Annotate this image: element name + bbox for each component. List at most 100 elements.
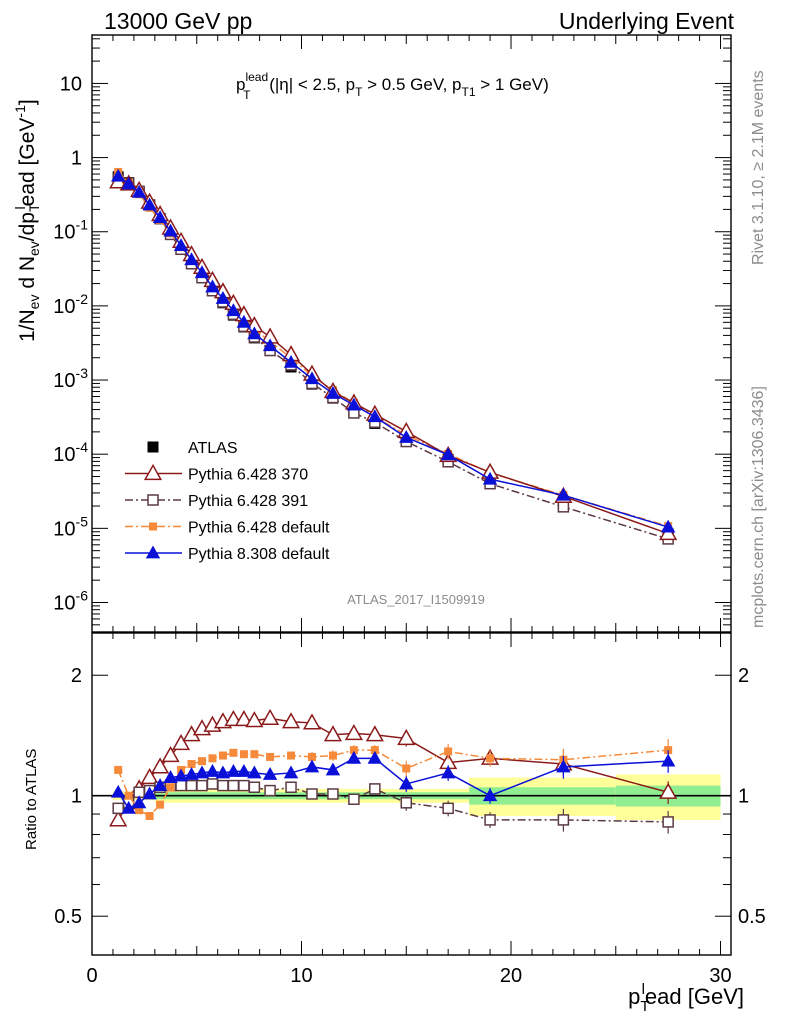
- main-point-pythia-8-308-default: [163, 223, 178, 237]
- ratio-point-pythia-6-428-391: [369, 783, 381, 795]
- ratio-point-pythia-6-428-391: [264, 784, 276, 797]
- y-tick-label: 1: [71, 148, 82, 170]
- y-tick-label: 10: [60, 73, 82, 95]
- rivet-version-text: Rivet 3.1.10, ≥ 2.1M events: [750, 70, 767, 265]
- ratio-point-pythia-8-308-default: [325, 762, 341, 776]
- ratio-point-pythia-6-428-default: [218, 751, 227, 760]
- ratio-point-pythia-6-428-391: [206, 778, 219, 790]
- legend-marker-atlas: [147, 441, 159, 453]
- main-point-pythia-8-308-default: [660, 519, 676, 533]
- ratio-point-pythia-6-428-370: [109, 810, 128, 827]
- main-y-axis-label: 1/Nev d Nev/dpTlead [GeV-1]: [12, 99, 42, 342]
- ratio-point-pythia-6-428-370: [261, 708, 280, 726]
- ratio-point-pythia-8-308-default: [215, 765, 231, 779]
- main-point-pythia-8-308-default: [142, 197, 157, 211]
- legend-marker-pythia-6-428-391: [147, 494, 159, 506]
- ratio-point-pythia-6-428-default: [156, 800, 165, 809]
- ratio-point-pythia-6-428-391: [196, 779, 208, 792]
- ratio-point-pythia-6-428-default: [307, 752, 316, 761]
- header-left: 13000 GeV pp: [104, 8, 252, 34]
- legend-label-pythia-6-428-391: Pythia 6.428 391: [188, 493, 308, 510]
- main-point-pythia-8-308-default: [194, 265, 210, 279]
- ratio-point-pythia-6-428-default: [664, 746, 673, 755]
- main-point-pythia-8-308-default: [184, 252, 199, 266]
- ratio-point-pythia-8-308-default: [346, 750, 362, 764]
- ratio-y-tick-label: 1: [71, 786, 82, 808]
- ratio-point-pythia-6-428-391: [227, 779, 240, 792]
- ratio-point-pythia-6-428-370: [171, 733, 191, 751]
- y-tick-label: 10-4: [53, 439, 88, 466]
- ratio-point-pythia-6-428-391: [557, 814, 570, 826]
- ratio-point-pythia-6-428-391: [400, 797, 413, 809]
- legend-label-pythia-6-428-default: Pythia 6.428 default: [188, 520, 330, 537]
- ratio-point-pythia-6-428-default: [114, 765, 123, 774]
- legend-marker-pythia-6-428-370: [143, 463, 163, 481]
- ratio-point-pythia-6-428-370: [281, 712, 301, 729]
- main-line-pythia-6-428-391: [117, 178, 669, 540]
- ratio-point-pythia-8-308-default: [556, 759, 571, 773]
- ratio-point-pythia-6-428-370: [659, 782, 678, 799]
- ratio-point-pythia-8-308-default: [226, 763, 241, 777]
- ratio-point-pythia-8-308-default: [236, 763, 252, 777]
- x-tick-label: 10: [290, 965, 312, 987]
- ratio-y-tick-label-right: 2: [738, 665, 749, 687]
- ratio-point-pythia-6-428-391: [248, 781, 261, 793]
- ratio-point-pythia-8-308-default: [283, 765, 299, 779]
- ratio-y-axis-label: Ratio to ATLAS: [23, 749, 40, 850]
- ratio-point-pythia-6-428-default: [229, 748, 238, 757]
- x-tick-label: 0: [86, 965, 97, 987]
- ratio-point-pythia-6-428-391: [442, 802, 454, 815]
- x-tick-label: 20: [500, 965, 522, 987]
- main-point-pythia-8-308-default: [205, 279, 220, 293]
- axes-ticks: 0 10 20 30 10-6 10-5 10-4 10-3 10-2 10-1 1 10 0.5 0.5…: [53, 35, 766, 987]
- ratio-point-pythia-6-428-default: [287, 751, 296, 760]
- y-tick-label: 10-6: [53, 587, 88, 614]
- ratio-point-pythia-6-428-391: [348, 793, 360, 805]
- main-point-pythia-8-308-default: [131, 184, 147, 198]
- main-point-pythia-8-308-default: [236, 314, 252, 328]
- ratio-point-pythia-6-428-default: [187, 760, 196, 769]
- ratio-point-pythia-8-308-default: [304, 759, 320, 773]
- main-point-pythia-8-308-default: [325, 385, 341, 399]
- ratio-point-pythia-6-428-default: [145, 811, 154, 820]
- ratio-point-pythia-8-308-default: [205, 763, 220, 777]
- ratio-point-pythia-6-428-default: [239, 750, 248, 759]
- main-point-pythia-8-308-default: [173, 238, 189, 252]
- main-point-pythia-8-308-default: [367, 409, 383, 423]
- main-point-pythia-8-308-default: [215, 291, 231, 304]
- ratio-point-pythia-8-308-default: [184, 767, 199, 780]
- main-point-pythia-8-308-default: [247, 326, 262, 340]
- ratio-series-group: [109, 708, 678, 834]
- ratio-point-pythia-8-308-default: [194, 765, 210, 779]
- legend-label-pythia-6-428-370: Pythia 6.428 370: [188, 467, 308, 484]
- ratio-point-pythia-6-428-default: [402, 764, 411, 773]
- ratio-point-pythia-8-308-default: [121, 800, 136, 814]
- ratio-point-pythia-6-428-370: [397, 728, 416, 746]
- y-tick-label: 10-1: [53, 217, 88, 244]
- ratio-point-pythia-8-308-default: [173, 768, 189, 782]
- ratio-point-pythia-6-428-391: [285, 781, 297, 793]
- ratio-point-pythia-8-308-default: [163, 770, 178, 783]
- ratio-y-tick-label-right: 0.5: [738, 906, 766, 928]
- ratio-point-pythia-6-428-391: [306, 788, 318, 800]
- main-series-group: [109, 167, 678, 545]
- ratio-point-pythia-6-428-370: [151, 757, 170, 774]
- ratio-point-pythia-6-428-default: [197, 757, 206, 766]
- main-point-pythia-6-428-391: [557, 501, 570, 513]
- ratio-point-pythia-6-428-391: [175, 779, 187, 792]
- ratio-point-pythia-6-428-default: [349, 746, 358, 755]
- ratio-point-pythia-6-428-391: [185, 779, 198, 792]
- ratio-point-pythia-6-428-370: [245, 711, 264, 728]
- y-tick-label: 10-5: [53, 513, 88, 540]
- header-right: Underlying Event: [559, 8, 735, 34]
- ratio-point-pythia-6-428-default: [250, 750, 259, 759]
- ratio-point-pythia-8-308-default: [142, 786, 157, 800]
- main-point-pythia-8-308-default: [152, 210, 168, 224]
- main-point-pythia-8-308-default: [110, 168, 126, 182]
- ratio-y-tick-label-right: 1: [738, 786, 749, 808]
- ratio-point-pythia-8-308-default: [367, 750, 383, 764]
- y-tick-label: 10-2: [53, 291, 88, 318]
- legend-marker-pythia-8-308-default: [145, 545, 161, 559]
- legend: ATLAS Pythia 6.428 370 Pythia 6.428 391 Pyt…: [125, 440, 330, 563]
- ratio-point-pythia-6-428-370: [365, 725, 384, 742]
